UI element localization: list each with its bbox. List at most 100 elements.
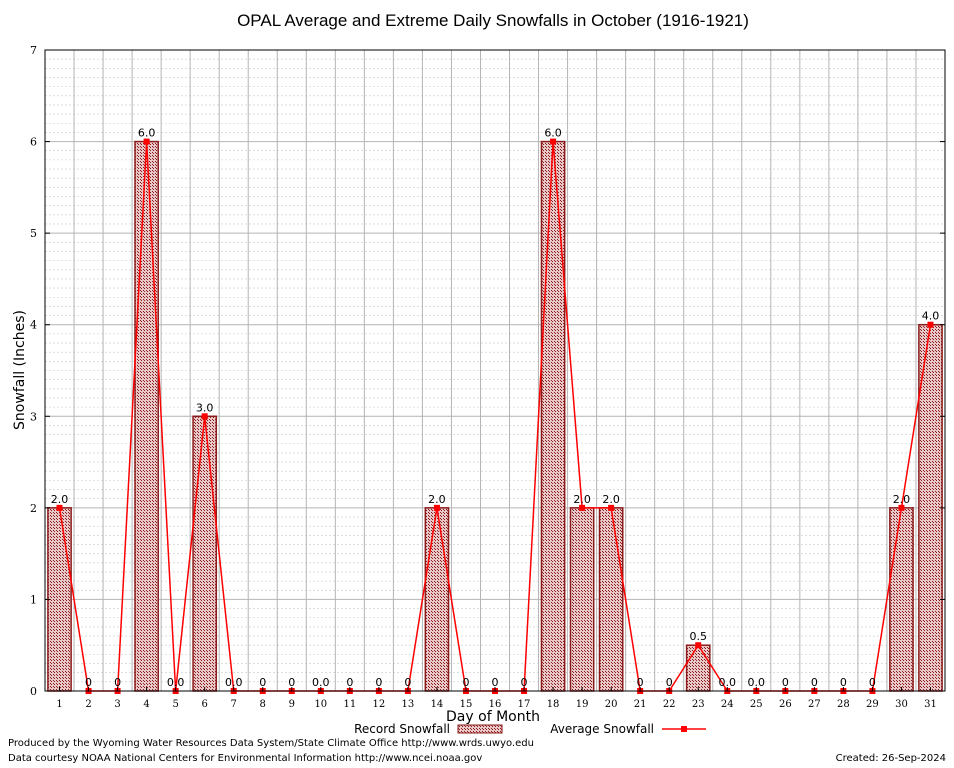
legend: Record Snowfall Average Snowfall (354, 722, 706, 736)
y-tick-label: 4 (30, 319, 37, 332)
x-tick-label: 31 (924, 699, 937, 710)
x-tick-label: 11 (343, 699, 356, 710)
data-label: 0.0 (312, 676, 330, 689)
x-tick-label: 28 (837, 699, 850, 710)
average-marker (143, 138, 150, 145)
average-marker (898, 504, 905, 511)
x-tick-label: 16 (489, 699, 502, 710)
data-label: 0 (346, 676, 353, 689)
grid-lines (45, 50, 945, 691)
legend-marker-average (681, 726, 687, 732)
x-tick-label: 13 (402, 699, 415, 710)
record-bar (192, 415, 218, 692)
x-tick-label: 8 (260, 699, 266, 710)
legend-label-average: Average Snowfall (550, 722, 654, 736)
record-bar (424, 507, 450, 692)
chart-title: OPAL Average and Extreme Daily Snowfalls… (237, 11, 749, 30)
y-tick-label: 2 (30, 502, 37, 515)
y-axis-ticks: 0 1 2 3 4 5 6 7 (30, 44, 945, 698)
footer-data-courtesy: Data courtesy NOAA National Centers for … (8, 753, 483, 764)
y-tick-label: 0 (30, 685, 37, 698)
data-label: 0 (288, 676, 295, 689)
average-marker (550, 138, 557, 145)
data-labels: 2.0 0 0 6.0 0.0 3.0 0.0 0 0 0.0 0 0 0 2.0 0 0 0 6.0 2.0 2.0… (51, 127, 939, 689)
x-tick-label: 4 (143, 699, 149, 710)
y-tick-label: 1 (30, 593, 37, 606)
record-bar (598, 507, 624, 692)
x-tick-label: 10 (314, 699, 327, 710)
x-tick-label: 25 (750, 699, 763, 710)
data-label: 0 (782, 676, 789, 689)
x-tick-label: 9 (289, 699, 295, 710)
average-marker (695, 642, 702, 649)
x-tick-label: 30 (895, 699, 908, 710)
record-bar (540, 140, 566, 692)
data-label: 0 (869, 676, 876, 689)
footer-created: Created: 26-Sep-2024 (835, 753, 946, 764)
x-tick-label: 29 (866, 699, 879, 710)
data-label: 0 (114, 676, 121, 689)
data-label: 0.0 (167, 676, 185, 689)
data-label: 6.0 (544, 127, 562, 140)
record-bar (685, 644, 711, 692)
average-marker (579, 504, 586, 511)
average-marker (56, 504, 63, 511)
record-bar (47, 507, 72, 692)
y-tick-label: 7 (30, 44, 37, 57)
footer-produced-by: Produced by the Wyoming Water Resources … (8, 738, 534, 749)
data-label: 2.0 (51, 493, 69, 506)
x-tick-label: 18 (547, 699, 560, 710)
average-marker (608, 504, 615, 511)
x-tick-label: 6 (201, 699, 207, 710)
x-axis-ticks: 1 2 3 4 5 6 7 8 9 10 11 12 13 14 15 16 17 18 19 20 21 22 23 24 2… (56, 687, 937, 710)
data-label: 2.0 (893, 493, 911, 506)
data-label: 6.0 (138, 127, 156, 140)
x-tick-label: 17 (518, 699, 531, 710)
x-tick-label: 1 (56, 699, 62, 710)
x-tick-label: 23 (692, 699, 705, 710)
x-tick-label: 21 (634, 699, 647, 710)
data-label: 0 (85, 676, 92, 689)
record-bar (569, 507, 595, 692)
x-tick-label: 7 (231, 699, 237, 710)
data-label: 0.0 (225, 676, 243, 689)
y-tick-label: 6 (30, 136, 37, 149)
average-marker (201, 413, 208, 420)
average-marker (927, 321, 934, 328)
data-label: 0 (462, 676, 469, 689)
y-tick-label: 3 (30, 410, 37, 423)
x-tick-label: 3 (114, 699, 120, 710)
data-label: 2.0 (428, 493, 446, 506)
record-bar (889, 507, 914, 692)
legend-swatch-record (457, 724, 503, 734)
data-label: 0 (521, 676, 528, 689)
data-label: 0.0 (748, 676, 766, 689)
data-label: 0 (637, 676, 644, 689)
x-axis-label: Day of Month (446, 709, 540, 725)
x-tick-label: 20 (605, 699, 618, 710)
data-label: 0 (811, 676, 818, 689)
x-tick-label: 15 (460, 699, 473, 710)
x-tick-label: 24 (721, 699, 734, 710)
data-label: 0 (375, 676, 382, 689)
data-label: 0 (259, 676, 266, 689)
y-axis-label: Snowfall (Inches) (12, 310, 28, 430)
legend-label-record: Record Snowfall (354, 722, 450, 736)
data-label: 0 (840, 676, 847, 689)
x-tick-label: 22 (663, 699, 676, 710)
y-tick-label: 5 (30, 227, 37, 240)
data-label: 4.0 (922, 310, 940, 323)
x-tick-label: 5 (172, 699, 178, 710)
x-tick-label: 2 (85, 699, 91, 710)
data-label: 0 (666, 676, 673, 689)
x-tick-label: 27 (808, 699, 821, 710)
data-label: 2.0 (602, 493, 620, 506)
data-label: 2.0 (573, 493, 591, 506)
data-label: 0 (404, 676, 411, 689)
data-label: 3.0 (196, 401, 214, 414)
average-marker (433, 504, 440, 511)
data-label: 0.0 (719, 676, 737, 689)
x-tick-label: 12 (373, 699, 386, 710)
x-tick-label: 19 (576, 699, 589, 710)
